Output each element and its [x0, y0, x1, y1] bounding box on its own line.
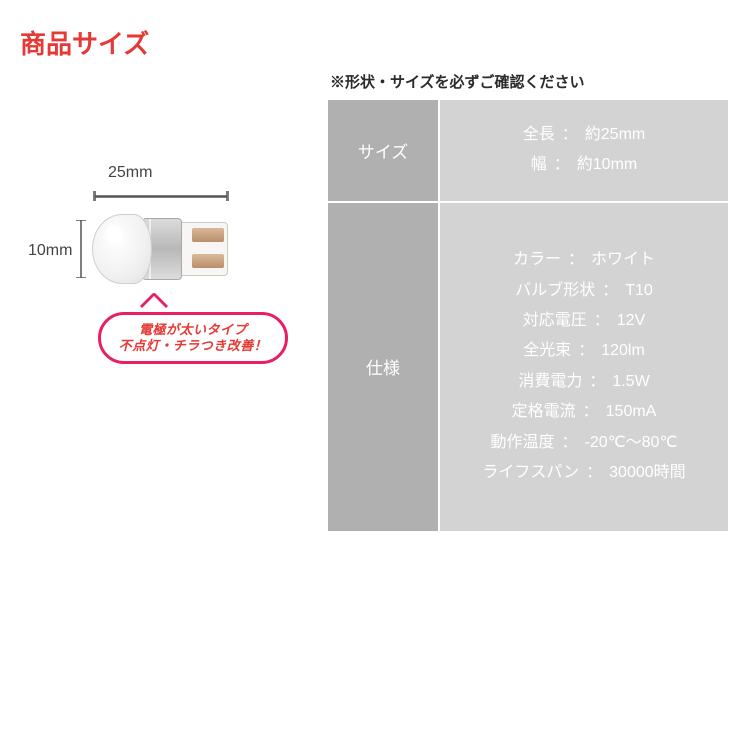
spec-line: 動作温度：-20℃〜80℃	[452, 428, 716, 458]
spec-line-label: 動作温度	[491, 428, 555, 458]
spec-line-label: 全光束	[523, 336, 571, 366]
dimension-length-bracket	[93, 188, 229, 198]
product-bulb-illustration	[92, 204, 230, 294]
spec-line-value: -20℃〜80℃	[585, 428, 678, 458]
spec-line: 定格電流：150mA	[452, 397, 716, 427]
spec-line-separator: ：	[571, 336, 601, 366]
spec-line-label: バルブ形状	[515, 276, 595, 306]
spec-line-separator: ：	[587, 306, 617, 336]
bulb-contact-bottom	[192, 254, 224, 268]
spec-table-column: サイズ全長：約25mm幅：約10mm仕様カラー：ホワイトバルブ形状：T10対応電…	[326, 98, 730, 533]
spec-line-separator: ：	[582, 367, 612, 397]
product-diagram-column: 25mm 10mm 電極が太いタ	[20, 98, 326, 533]
spec-line-separator: ：	[576, 397, 606, 427]
spec-line-separator: ：	[547, 150, 577, 180]
spec-line-label: 全長	[523, 120, 555, 150]
spec-line-value: T10	[625, 276, 653, 306]
spec-line: バルブ形状：T10	[452, 276, 716, 306]
subtitle-row: ※形状・サイズを必ずご確認ください	[20, 71, 730, 92]
product-diagram: 25mm 10mm 電極が太いタ	[28, 158, 288, 418]
spec-line: 対応電圧：12V	[452, 306, 716, 336]
main-row: 25mm 10mm 電極が太いタ	[20, 98, 730, 533]
dimension-width-bracket	[76, 220, 86, 278]
page-root: 商品サイズ ※形状・サイズを必ずご確認ください 25mm 10mm	[0, 0, 750, 750]
spec-row-header: 仕様	[327, 202, 439, 532]
spec-line-label: 対応電圧	[523, 306, 587, 336]
spec-line-value: 120lm	[601, 336, 645, 366]
spec-line-value: 約10mm	[577, 150, 637, 180]
spec-table-body: サイズ全長：約25mm幅：約10mm仕様カラー：ホワイトバルブ形状：T10対応電…	[327, 99, 729, 532]
spec-line: カラー：ホワイト	[452, 245, 716, 275]
spec-line-value: ホワイト	[591, 245, 655, 275]
dimension-width-label: 10mm	[28, 242, 72, 260]
spec-row-values: カラー：ホワイトバルブ形状：T10対応電圧：12V全光束：120lm消費電力：1…	[439, 202, 729, 532]
callout-line-2: 不点灯・チラつき改善！	[119, 338, 268, 354]
callout-body: 電極が太いタイプ 不点灯・チラつき改善！	[98, 312, 288, 364]
spec-line: 幅：約10mm	[452, 150, 716, 180]
spec-line-separator: ：	[595, 276, 625, 306]
callout-bubble: 電極が太いタイプ 不点灯・チラつき改善！	[98, 302, 288, 364]
spec-line-label: 消費電力	[518, 367, 582, 397]
spec-line-value: 1.5W	[612, 367, 649, 397]
spec-line-separator: ：	[561, 245, 591, 275]
bulb-contact-top	[192, 228, 224, 242]
bulb-head	[92, 214, 152, 284]
spec-line-value: 約25mm	[585, 120, 645, 150]
dimension-length-label: 25mm	[108, 164, 152, 182]
spec-line-label: ライフスパン	[482, 458, 579, 488]
spec-table: サイズ全長：約25mm幅：約10mm仕様カラー：ホワイトバルブ形状：T10対応電…	[326, 98, 730, 533]
spec-line-separator: ：	[579, 458, 609, 488]
spec-line-separator: ：	[555, 120, 585, 150]
spec-line: ライフスパン：30000時間	[452, 458, 716, 488]
spec-line-label: 幅	[531, 150, 547, 180]
spec-line-value: 12V	[617, 306, 645, 336]
spec-row-values: 全長：約25mm幅：約10mm	[439, 99, 729, 202]
spec-line-value: 30000時間	[609, 458, 686, 488]
callout-line-1: 電極が太いタイプ	[139, 322, 247, 338]
spec-row-header: サイズ	[327, 99, 439, 202]
spec-line: 全光束：120lm	[452, 336, 716, 366]
spec-row: サイズ全長：約25mm幅：約10mm	[327, 99, 729, 202]
subtitle-text: ※形状・サイズを必ずご確認ください	[330, 74, 585, 91]
spec-line-label: カラー	[513, 245, 561, 275]
spec-line-separator: ：	[555, 428, 585, 458]
spec-row: 仕様カラー：ホワイトバルブ形状：T10対応電圧：12V全光束：120lm消費電力…	[327, 202, 729, 532]
spec-line-value: 150mA	[606, 397, 657, 427]
spec-line: 全長：約25mm	[452, 120, 716, 150]
spec-line: 消費電力：1.5W	[452, 367, 716, 397]
spec-line-label: 定格電流	[512, 397, 576, 427]
page-title: 商品サイズ	[20, 24, 730, 61]
